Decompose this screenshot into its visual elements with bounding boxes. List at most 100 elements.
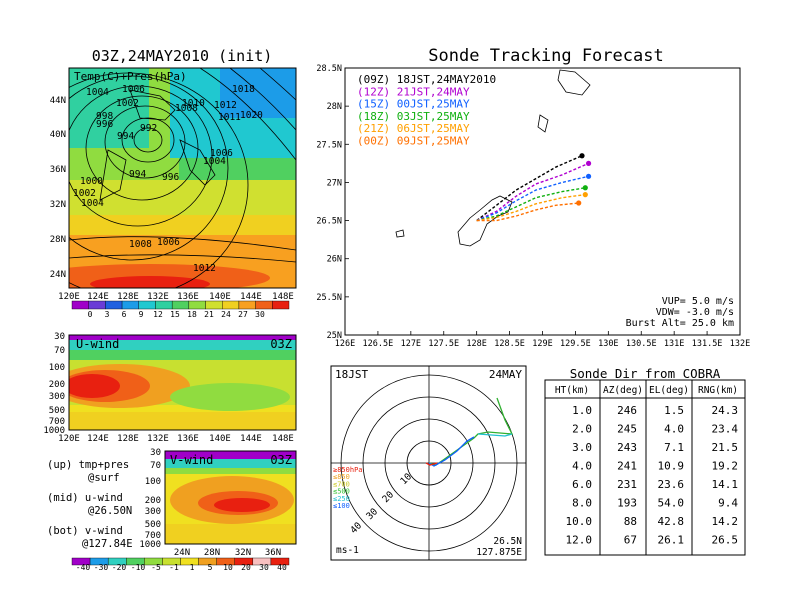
track-line: [476, 175, 589, 222]
legend-entry: (21Z) 06JST,25MAY: [357, 122, 470, 135]
v-wind-x-labels: 24N 28N 32N 36N: [174, 548, 281, 558]
colorbar-label: 3: [105, 310, 110, 319]
table-cell: 14.1: [712, 478, 739, 491]
lon-label: 124E: [87, 292, 109, 302]
pressure-label: 1000: [139, 540, 161, 550]
note-line: @26.50N: [88, 505, 132, 517]
x-tick-label: 127.5E: [428, 339, 459, 349]
u-wind-y-labels: 30 70 100 200 300 500 700 1000: [43, 332, 65, 436]
polar-lat: 26.5N: [493, 536, 522, 547]
table-cell: 10.9: [658, 460, 685, 473]
x-tick-label: 132E: [730, 339, 750, 349]
table-body: 1.0 246 1.5 24.3 2.0 245 4.0 23.4 3.0 243 7.1 21.5 4…: [566, 404, 739, 547]
colorbar-label: -20: [112, 563, 127, 572]
colorbar-label: 15: [170, 310, 180, 319]
isobar-label: 992: [140, 123, 157, 134]
x-tick-label: 127E: [401, 339, 421, 349]
isobar-label: 1012: [193, 263, 216, 274]
lon-label: 132E: [147, 434, 169, 444]
table-header-cell: AZ(deg): [603, 385, 643, 396]
colorbar-label: -10: [131, 563, 146, 572]
lat-label: 36N: [50, 165, 66, 175]
track-y-labels: 25N 25.5N 26N 26.5N 27N 27.5N 28N 28.5N: [316, 64, 349, 341]
table-cell: 26.1: [658, 534, 685, 547]
table-cell: 231: [617, 478, 637, 491]
legend-entry: (00Z) 09JST,25MAY: [357, 135, 470, 148]
table-cell: 8.0: [572, 497, 592, 510]
x-tick-label: 131.5E: [692, 339, 723, 349]
track-line: [476, 162, 589, 222]
track-legend: (09Z) 18JST,24MAY2010(12Z) 21JST,24MAY(1…: [357, 73, 496, 148]
colorbar-swatch: [171, 300, 190, 310]
colorbar-label: 6: [122, 310, 127, 319]
legend-entry: (09Z) 18JST,24MAY2010: [357, 73, 496, 86]
table-cell: 12.0: [566, 534, 593, 547]
table-cell: 21.5: [712, 441, 739, 454]
isobar-label: 1020: [240, 110, 263, 121]
map-legend-label: Temp(C)+Pres(hPa): [74, 70, 187, 83]
annotation-vdw: VDW= -3.0 m/s: [656, 307, 734, 318]
x-tick-label: 130.5E: [626, 339, 657, 349]
isobar-label: 994: [129, 169, 146, 180]
table-cell: 243: [617, 441, 637, 454]
colorbar-swatch: [88, 300, 106, 310]
colorbar-swatch: [222, 300, 240, 310]
table-header-cell: EL(deg): [649, 385, 689, 396]
colorbar-label: 30: [259, 563, 269, 572]
colorbar-label: 10: [223, 563, 233, 572]
table-cell: 6.0: [572, 478, 592, 491]
colorbar-label: -5: [151, 563, 161, 572]
table-cell: 245: [617, 423, 637, 436]
lon-label: 128E: [117, 292, 139, 302]
isobar-label: 1002: [73, 188, 96, 199]
note-line: @127.84E: [82, 538, 133, 550]
isobar-label: 1006: [210, 148, 233, 159]
lon-label: 144E: [240, 434, 262, 444]
colorbar-label: -40: [76, 563, 91, 572]
lat-label: 44N: [50, 96, 66, 106]
colorbar-label: 30: [255, 310, 265, 319]
isobar-label: 1004: [203, 156, 226, 167]
polar-lon: 127.875E: [476, 547, 522, 558]
table-cell: 7.1: [664, 441, 684, 454]
track-line: [476, 193, 586, 222]
pressure-label: 500: [49, 406, 65, 416]
table-cell: 23.4: [712, 423, 739, 436]
cobra-direction-table: Sonde Dir from COBRA HT(km) AZ(deg) EL(d…: [544, 366, 746, 556]
track-x-labels: 126E 126.5E 127E 127.5E 128E 128.5E 129E 129.5E…: [335, 331, 750, 349]
isobar-label: 1004: [81, 198, 104, 209]
pressure-legend-entry: ≤100: [333, 502, 350, 510]
lon-label: 148E: [272, 434, 294, 444]
colorbar-label: 5: [208, 563, 213, 572]
pressure-label: 1000: [43, 426, 65, 436]
colorbar-label: 40: [277, 563, 287, 572]
x-tick-label: 126E: [335, 339, 355, 349]
colorbar-label: 20: [241, 563, 251, 572]
track-line: [476, 202, 579, 222]
u-wind-title: U-wind: [76, 337, 119, 351]
lon-label: 124E: [87, 434, 109, 444]
lat-label: 28N: [204, 548, 220, 558]
pressure-label: 700: [145, 531, 161, 541]
isobar-label: 1002: [116, 98, 139, 109]
lat-label: 36N: [265, 548, 281, 558]
colorbar-label: 9: [139, 310, 144, 319]
coastlines: [395, 69, 591, 247]
isobar-label: 1000: [80, 176, 103, 187]
table-cell: 26.5: [712, 534, 739, 547]
table-header-cell: HT(km): [555, 385, 589, 396]
temperature-colorbar: [71, 300, 290, 310]
colorbar-label: 12: [153, 310, 163, 319]
lon-label: 136E: [177, 434, 199, 444]
map-lon-labels: 120E 124E 128E 132E 136E 140E 144E 148E: [58, 292, 294, 302]
x-tick-label: 130E: [598, 339, 618, 349]
track-endpoint: [576, 200, 582, 206]
temperature-colorbar-labels: 0 3 6 9 12 15 18 21 24 27 30: [88, 310, 265, 319]
pressure-label: 300: [145, 507, 161, 517]
y-tick-label: 28.5N: [316, 64, 342, 74]
x-tick-label: 131E: [664, 339, 684, 349]
table-cell: 2.0: [572, 423, 592, 436]
annotation-vup: VUP= 5.0 m/s: [662, 296, 734, 307]
pressure-legend: ≥850hPa≤850≤700≤500≤250≤100: [333, 466, 363, 510]
table-cell: 42.8: [658, 515, 685, 528]
